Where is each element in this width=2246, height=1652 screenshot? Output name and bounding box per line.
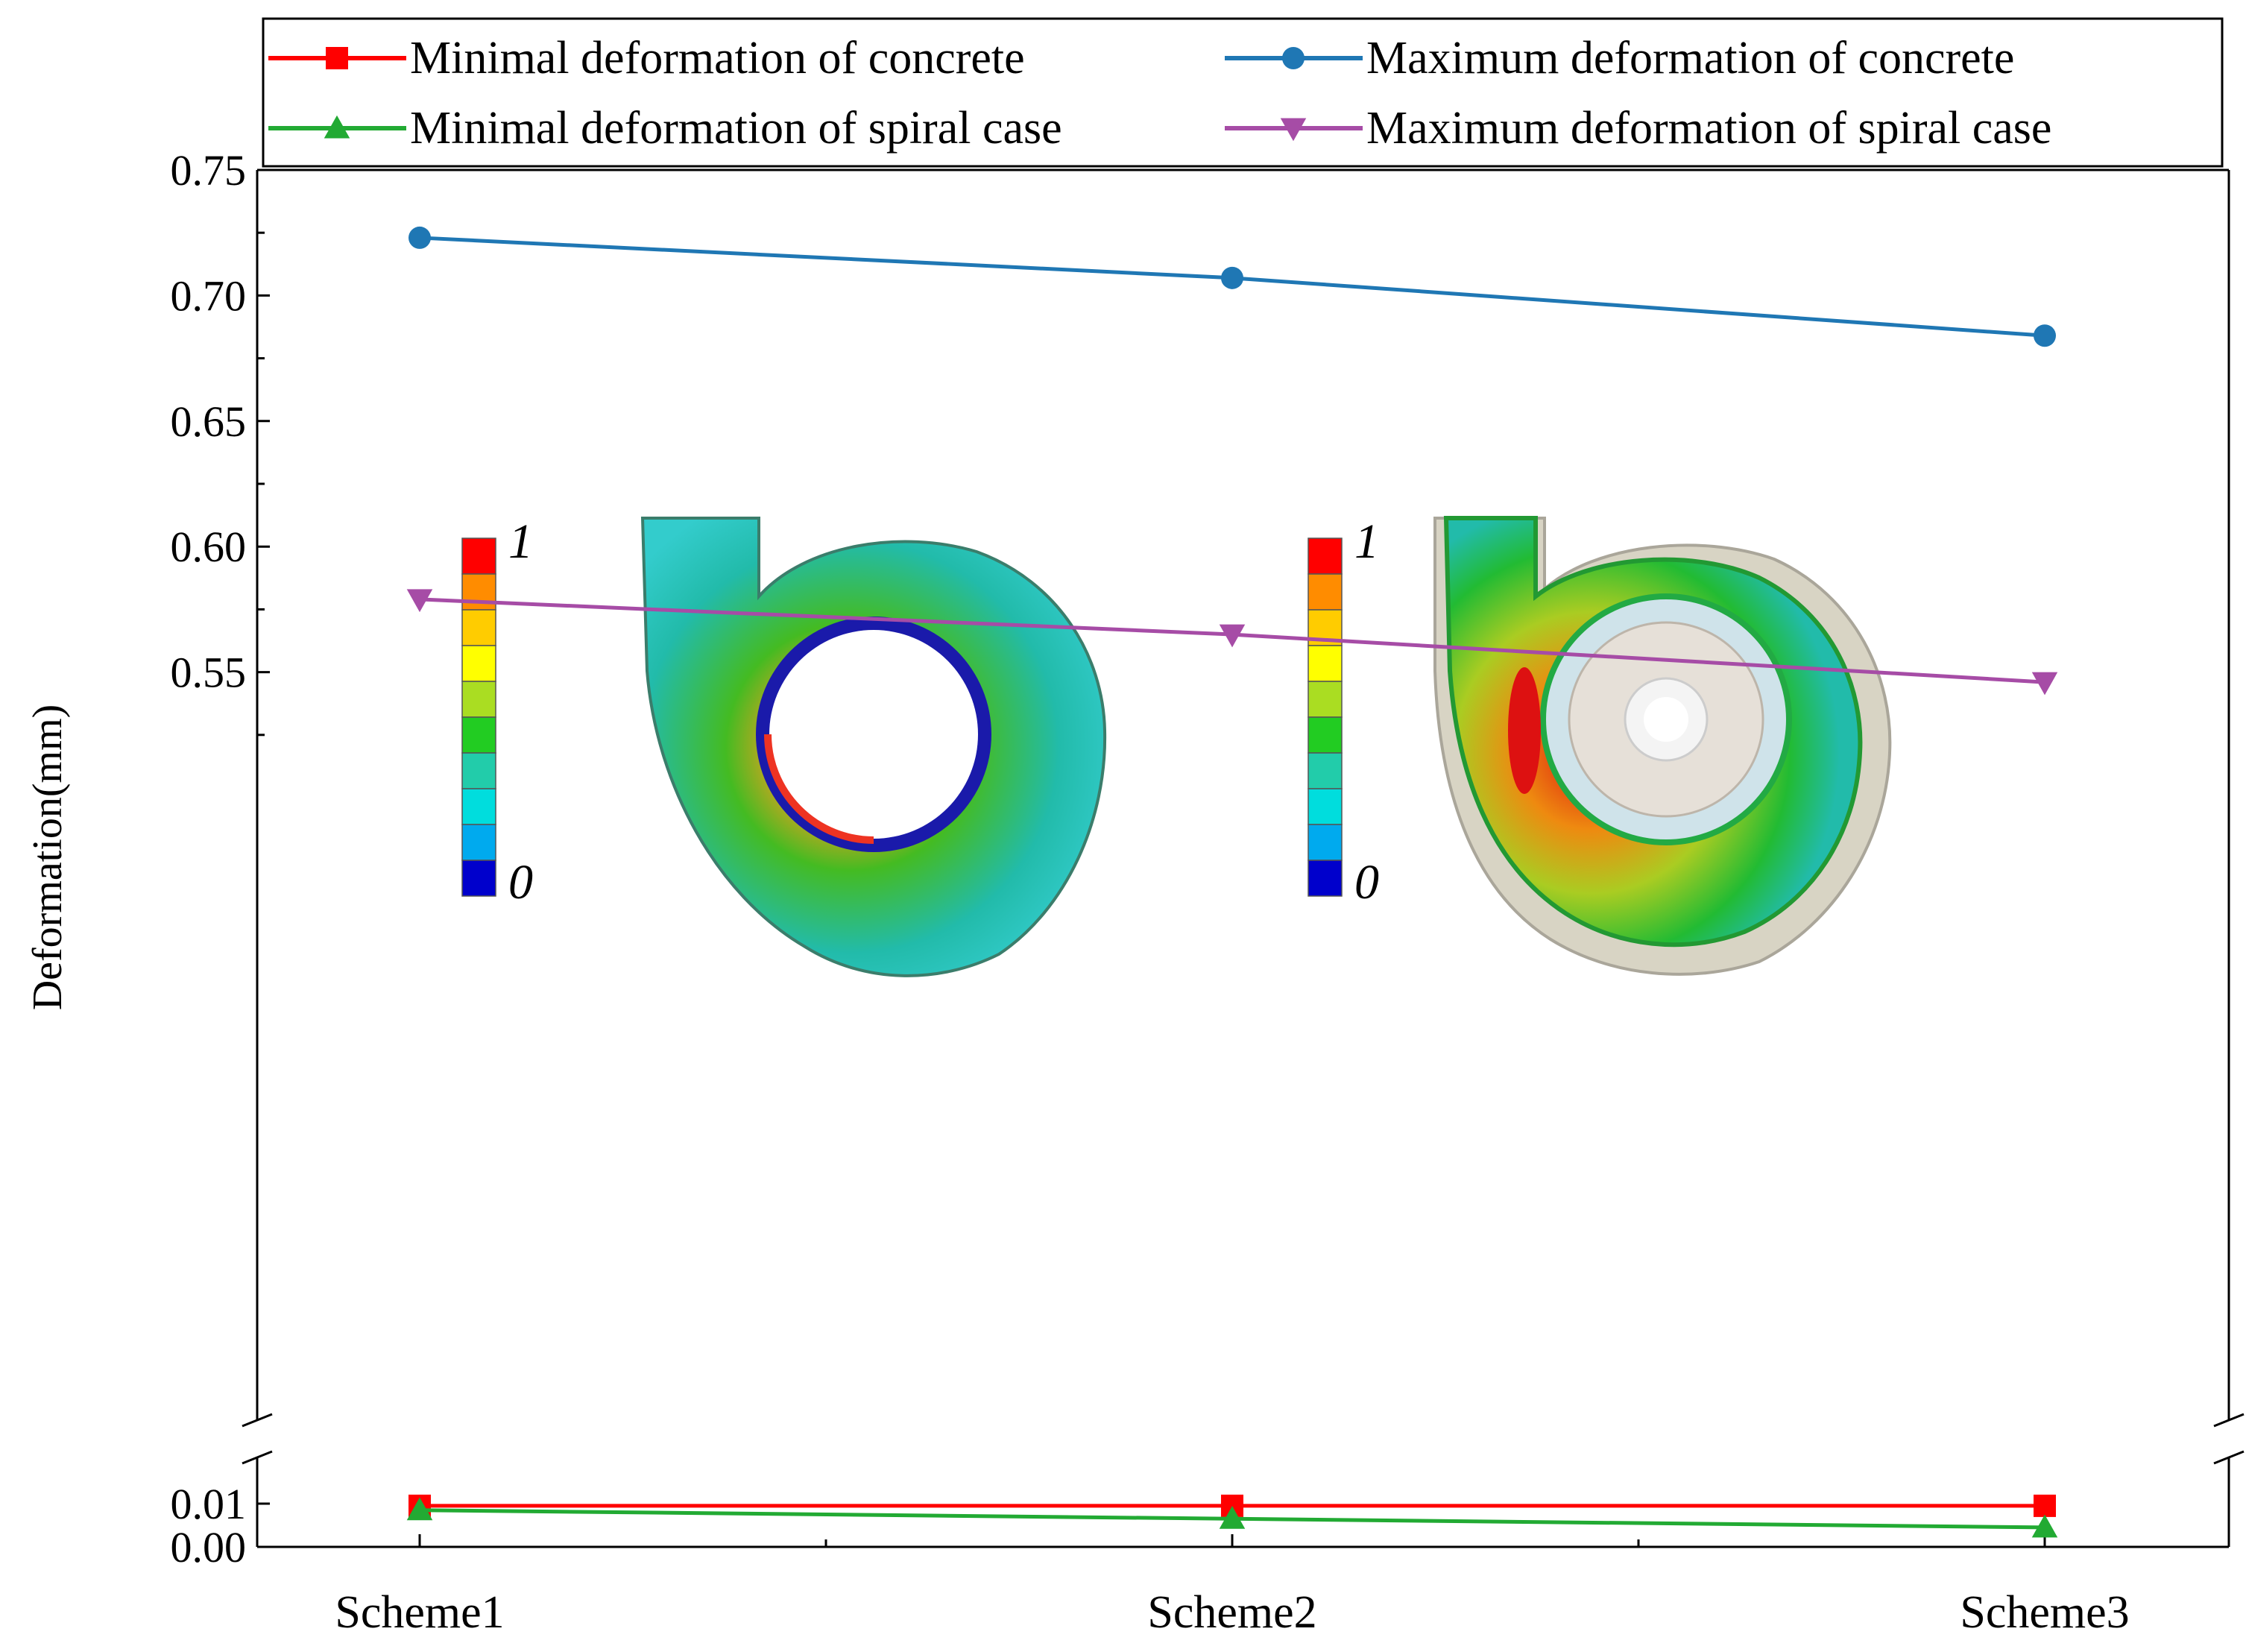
axis-break-right-1 xyxy=(2213,1413,2245,1428)
colorbar-concrete-min-label: 0 xyxy=(508,855,533,909)
data-point xyxy=(1219,1506,1246,1529)
y-axis-label: Deformation(mm) xyxy=(25,704,71,1011)
data-point xyxy=(2031,672,2058,696)
axis-break-left-1 xyxy=(242,1413,273,1428)
data-point xyxy=(408,226,431,249)
x-tick-labels: Scheme1 Scheme2 Scheme3 xyxy=(335,1587,2129,1638)
concrete-contour-inset: 1 0 xyxy=(461,514,1107,977)
concrete-contour-image xyxy=(640,517,1107,977)
data-point xyxy=(324,115,350,139)
colorbar-spiral-case-min-label: 0 xyxy=(1354,855,1379,909)
colorbar-segment xyxy=(461,645,496,682)
legend-label: Maximum deformation of spiral case xyxy=(1366,103,2051,154)
data-point xyxy=(326,47,348,69)
spiral-case-contour-image xyxy=(1433,516,1892,976)
data-point xyxy=(406,1497,433,1521)
data-point xyxy=(2034,1494,2056,1517)
colorbar-segment xyxy=(461,716,496,754)
colorbar-segment xyxy=(1307,788,1343,825)
spiral-case-contour-inset: 1 0 xyxy=(1307,514,1892,976)
data-point xyxy=(1280,118,1307,142)
colorbar-segment xyxy=(1307,752,1343,789)
data-point xyxy=(1282,47,1305,69)
data-point xyxy=(406,589,433,613)
axis-break-marks xyxy=(242,1413,2245,1465)
data-point xyxy=(1219,624,1246,648)
data-series xyxy=(406,226,2058,1538)
x-tick-label: Scheme3 xyxy=(1960,1587,2129,1638)
y-tick-label: 0.75 xyxy=(171,146,247,195)
legend-items: Minimal deformation of concrete Maximum d… xyxy=(268,33,2051,154)
axis-break-left-2 xyxy=(242,1450,273,1465)
colorbar-spiral-case-max-label: 1 xyxy=(1354,514,1379,569)
y-tick-label: 0.70 xyxy=(171,271,247,320)
colorbar-segment xyxy=(1307,645,1343,682)
colorbar-segment xyxy=(461,573,496,611)
colorbar-segment xyxy=(461,824,496,861)
y-tick-label: 0.00 xyxy=(171,1523,247,1571)
colorbar-segment xyxy=(1307,537,1343,575)
colorbar-segment xyxy=(1307,573,1343,611)
colorbar-segment xyxy=(1307,716,1343,754)
legend-box xyxy=(262,17,2224,168)
colorbar-concrete xyxy=(461,537,496,897)
data-point xyxy=(1221,266,1243,289)
colorbar-segment xyxy=(461,788,496,825)
axis-break-right-2 xyxy=(2213,1450,2245,1465)
y-tick-label: 0.60 xyxy=(171,523,247,571)
colorbar-segment xyxy=(461,752,496,789)
legend-label: Maximum deformation of concrete xyxy=(1366,33,2014,83)
y-ticks: 0.55 0.60 0.65 0.70 0.75 0.000.01 xyxy=(171,146,270,1571)
legend-label: Minimal deformation of spiral case xyxy=(410,103,1062,154)
colorbar-concrete-max-label: 1 xyxy=(508,514,533,569)
x-tick-label: Scheme2 xyxy=(1147,1587,1316,1638)
colorbar-segment xyxy=(461,681,496,718)
legend: Minimal deformation of concrete Maximum d… xyxy=(262,17,2224,168)
colorbar-segment xyxy=(1307,860,1343,897)
x-ticks xyxy=(418,1534,2046,1547)
colorbar-segment xyxy=(1307,824,1343,861)
data-point xyxy=(2031,1514,2058,1538)
colorbar-segment xyxy=(461,860,496,897)
colorbar-segment xyxy=(1307,681,1343,718)
colorbar-segment xyxy=(461,609,496,646)
x-tick-label: Scheme1 xyxy=(335,1587,504,1638)
colorbar-spiral-case xyxy=(1307,537,1343,897)
plot-frame xyxy=(256,168,2230,1548)
legend-label: Minimal deformation of concrete xyxy=(410,33,1025,83)
data-point xyxy=(2034,324,2056,347)
colorbar-segment xyxy=(461,537,496,575)
y-tick-label: 0.55 xyxy=(171,649,247,697)
y-tick-label: 0.65 xyxy=(171,397,247,446)
y-tick-label: 0.01 xyxy=(171,1480,247,1528)
